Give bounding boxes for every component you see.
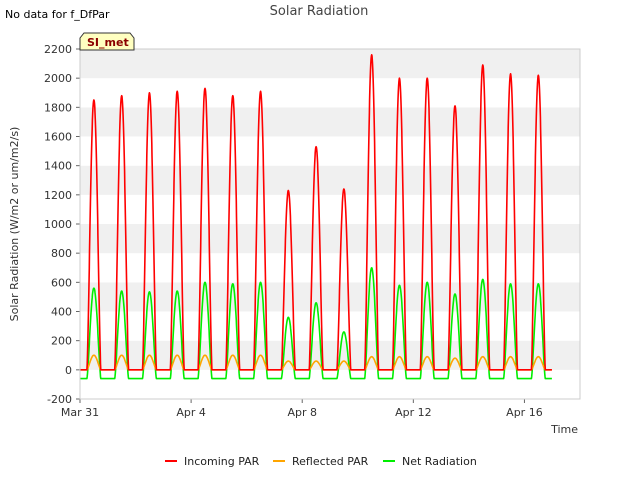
badge-label: SI_met (87, 36, 129, 49)
band (80, 194, 580, 224)
y-tick-label: 1000 (44, 218, 72, 231)
band (80, 369, 580, 399)
badge-shape (79, 32, 135, 51)
band (80, 224, 580, 254)
y-axis-ticks: -200 0 200 400 600 800 1000 1200 1400 1600 1800 200… (44, 43, 80, 406)
band (80, 311, 580, 341)
legend-label: Incoming PAR (184, 455, 260, 468)
band (80, 165, 580, 195)
band (80, 253, 580, 283)
chart-title: Solar Radiation (270, 4, 369, 19)
y-tick-label: 2200 (44, 43, 72, 56)
series-layer (79, 54, 553, 380)
y-tick-label: 400 (51, 306, 72, 319)
y-tick-label: 800 (51, 247, 72, 260)
plot-frame (79, 48, 581, 400)
x-tick-label: Apr 12 (395, 406, 432, 419)
x-tick-label: Mar 31 (61, 406, 99, 419)
legend-label: Net Radiation (402, 455, 477, 468)
x-axis-label: Time (550, 423, 578, 436)
background-bands (80, 49, 580, 399)
y-tick-label: 1600 (44, 131, 72, 144)
band (80, 49, 580, 79)
legend-label: Reflected PAR (292, 455, 369, 468)
legend: Incoming PAR Reflected PAR Net Radiation (165, 455, 477, 468)
x-tick-label: Apr 8 (287, 406, 317, 419)
y-tick-label: 1200 (44, 189, 72, 202)
legend-item-net-radiation: Net Radiation (383, 455, 477, 468)
x-tick-label: Apr 4 (176, 406, 206, 419)
legend-item-incoming-par: Incoming PAR (165, 455, 260, 468)
y-axis-label: Solar Radiation (W/m2 or um/m2/s) (8, 127, 21, 322)
y-tick-label: 600 (51, 276, 72, 289)
x-axis-ticks: Mar 31 Apr 4 Apr 8 Apr 12 Apr 16 (61, 399, 543, 419)
band (80, 136, 580, 166)
y-tick-label: 1800 (44, 101, 72, 114)
legend-item-reflected-par: Reflected PAR (273, 455, 369, 468)
series-line-incoming-par (79, 54, 553, 371)
no-data-note: No data for f_DfPar (5, 8, 110, 21)
y-tick-label: 2000 (44, 72, 72, 85)
y-tick-label: -200 (47, 393, 72, 406)
y-tick-label: 1400 (44, 160, 72, 173)
y-tick-label: 0 (65, 364, 72, 377)
si-met-badge: SI_met (79, 32, 135, 51)
series-line-net-radiation (79, 267, 553, 380)
y-tick-label: 200 (51, 335, 72, 348)
band (80, 107, 580, 137)
band (80, 340, 580, 370)
band (80, 78, 580, 108)
x-tick-label: Apr 16 (506, 406, 543, 419)
band (80, 282, 580, 312)
